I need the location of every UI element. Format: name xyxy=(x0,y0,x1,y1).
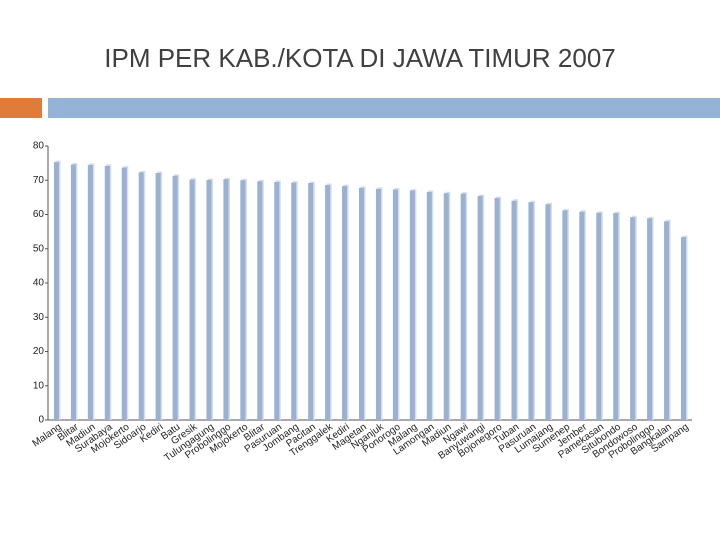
bar xyxy=(206,179,212,420)
bar xyxy=(342,186,348,420)
bar xyxy=(409,190,415,420)
bar xyxy=(325,185,331,420)
bar xyxy=(291,182,297,420)
chart-title: IPM PER KAB./KOTA DI JAWA TIMUR 2007 xyxy=(104,43,615,73)
bar xyxy=(121,167,127,420)
y-tick-label: 80 xyxy=(33,141,45,152)
bar xyxy=(358,187,365,420)
y-tick-label: 60 xyxy=(33,209,45,220)
bar xyxy=(664,221,670,420)
bar xyxy=(426,191,432,420)
bar xyxy=(545,204,551,420)
bar xyxy=(460,193,466,420)
y-tick-label: 40 xyxy=(33,278,45,289)
bar xyxy=(223,179,229,420)
bar xyxy=(53,162,60,420)
bar xyxy=(257,181,263,420)
y-tick-label: 20 xyxy=(33,346,45,357)
bar xyxy=(477,196,483,420)
bar xyxy=(155,173,161,420)
bar xyxy=(87,164,93,420)
bar xyxy=(494,198,500,420)
bar xyxy=(630,217,636,420)
header-band xyxy=(48,98,720,118)
bar xyxy=(138,172,144,420)
bar xyxy=(511,200,517,420)
bar xyxy=(647,218,653,420)
y-tick-label: 10 xyxy=(33,380,45,391)
bar xyxy=(596,212,602,420)
bar xyxy=(579,211,585,420)
accent-bar xyxy=(0,98,42,118)
y-tick-label: 30 xyxy=(33,312,45,323)
bar xyxy=(274,181,280,420)
bar xyxy=(240,180,246,420)
bar xyxy=(613,213,619,420)
bar xyxy=(172,175,178,420)
y-tick-label: 50 xyxy=(33,243,45,254)
bar xyxy=(392,189,398,420)
bar xyxy=(308,182,314,420)
y-tick-label: 70 xyxy=(33,175,45,186)
bar xyxy=(70,164,76,420)
bar xyxy=(189,179,195,420)
bar xyxy=(562,210,568,420)
bar xyxy=(680,237,687,420)
y-tick-label: 0 xyxy=(38,415,44,426)
bar xyxy=(375,188,382,420)
bar xyxy=(528,202,534,420)
bar xyxy=(443,193,449,420)
bar xyxy=(104,165,110,420)
